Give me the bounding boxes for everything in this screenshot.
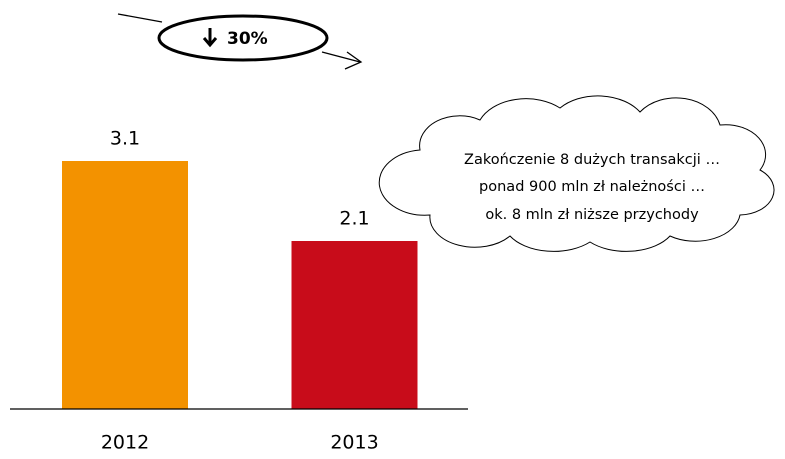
bar — [62, 161, 188, 409]
note-line: Zakończenie 8 dużych transakcji … — [464, 152, 720, 168]
arrow-line — [117, 13, 163, 23]
arrow-head — [344, 51, 363, 70]
x-tick-label: 2013 — [330, 432, 378, 454]
note-line: ok. 8 mln zł niższe przychody — [485, 207, 699, 223]
bar — [291, 241, 418, 409]
value-label: 3.1 — [110, 128, 140, 150]
annotation-text: 30% — [227, 29, 268, 49]
value-label: 2.1 — [339, 208, 369, 230]
arrow-line — [321, 51, 361, 63]
note-line: ponad 900 mln zł należności … — [479, 179, 705, 195]
down-arrow-icon — [202, 28, 218, 48]
annotation-ellipse — [157, 14, 329, 62]
cloud — [378, 95, 775, 252]
x-tick-label: 2012 — [101, 432, 149, 454]
